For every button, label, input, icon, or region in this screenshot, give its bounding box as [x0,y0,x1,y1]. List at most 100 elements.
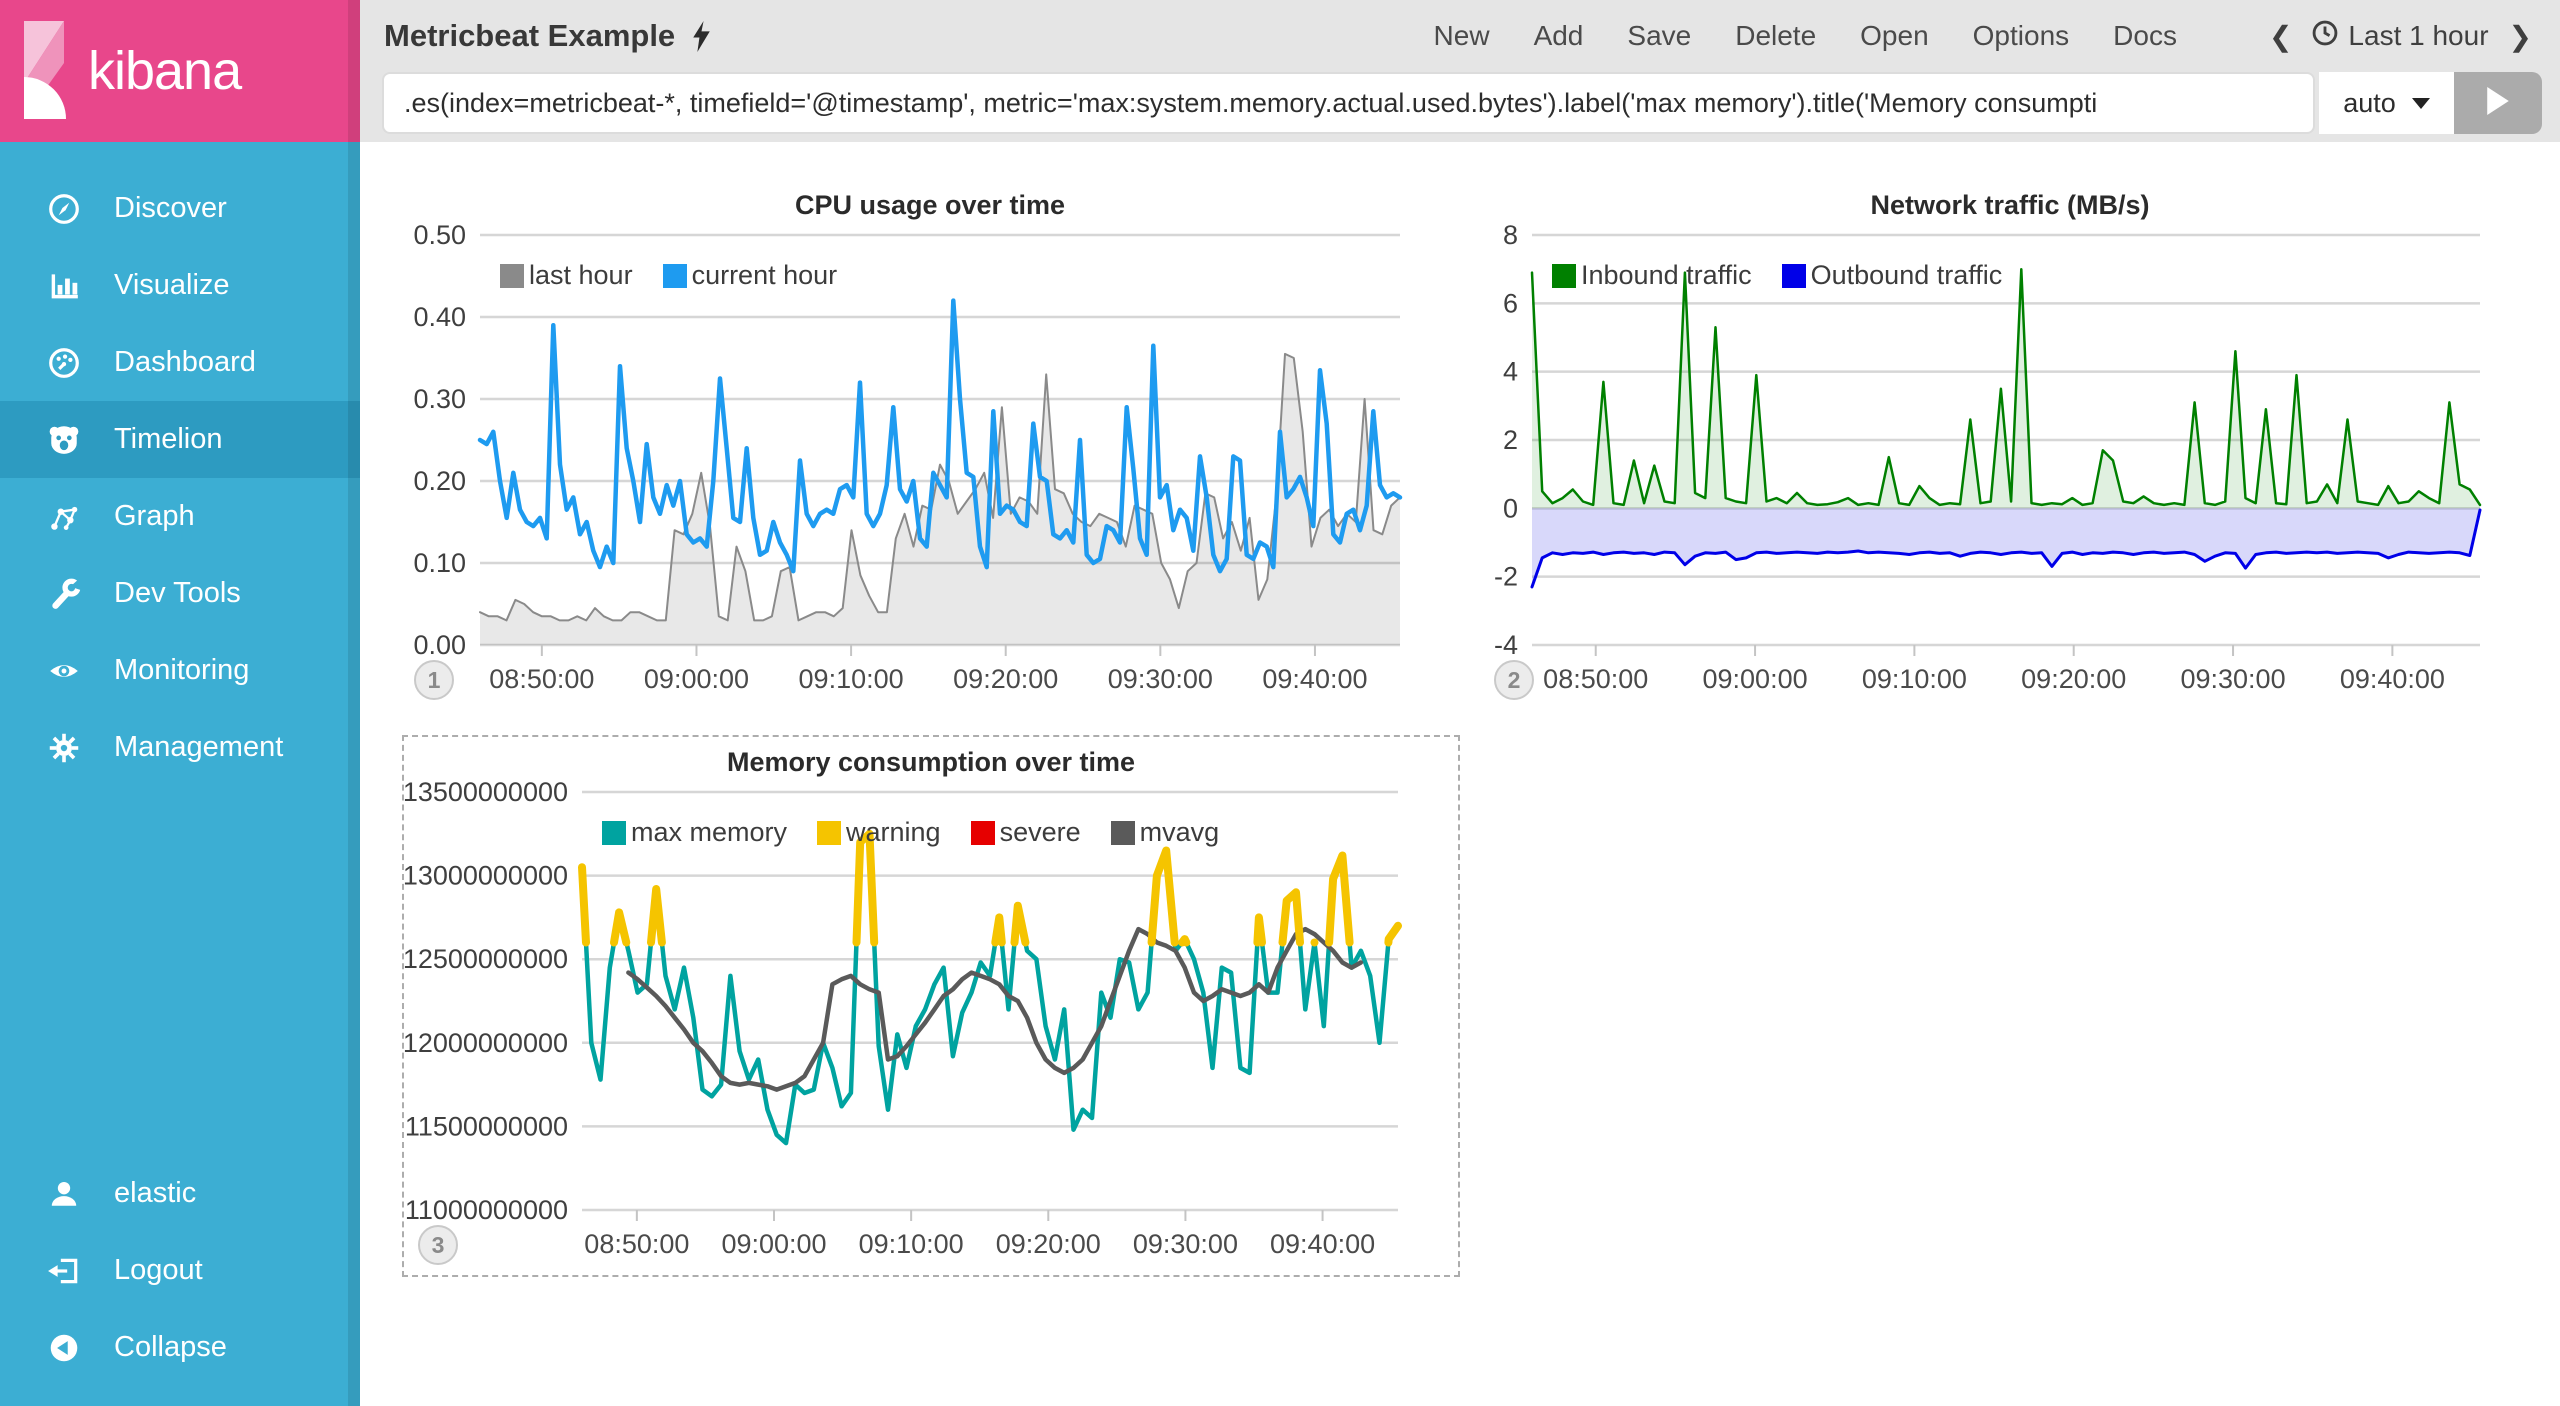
svg-text:09:40:00: 09:40:00 [2340,664,2445,694]
compass-icon [46,191,82,227]
legend-item[interactable]: max memory [602,817,787,848]
query-row: .es(index=metricbeat-*, timefield='@time… [382,72,2542,134]
svg-text:0: 0 [1503,493,1518,523]
chart-plot-area: 0.00 0.10 0.20 0.30 0.40 0.50 08:50:00 09:00:00… [413,220,1403,694]
menu-options[interactable]: Options [1972,20,2070,51]
sidebar-item-monitoring[interactable]: Monitoring [0,632,360,709]
svg-text:09:10:00: 09:10:00 [799,664,904,694]
collapse-icon [46,1330,82,1366]
sidebar-item-dev-tools[interactable]: Dev Tools [0,555,360,632]
menu-delete[interactable]: Delete [1735,20,1817,51]
chart-number-badge: 1 [414,660,454,700]
sidebar-item-label: Logout [114,1254,203,1286]
menu-add[interactable]: Add [1533,20,1584,51]
time-range-label: Last 1 hour [2348,20,2489,51]
sidebar-item-dashboard[interactable]: Dashboard [0,324,360,401]
svg-text:11000000000: 11000000000 [405,1195,568,1225]
chart-legend: max memory warning severe mvavg [602,817,1219,848]
svg-text:08:50:00: 08:50:00 [489,664,594,694]
svg-text:09:00:00: 09:00:00 [721,1229,826,1259]
svg-text:09:10:00: 09:10:00 [1862,664,1967,694]
menu-open[interactable]: Open [1860,20,1929,51]
svg-text:0.30: 0.30 [413,384,466,414]
gear-icon [46,730,82,766]
legend-item[interactable]: last hour [500,260,633,291]
svg-text:0.10: 0.10 [413,548,466,578]
run-query-button[interactable] [2454,72,2542,134]
legend-swatch [500,263,524,288]
chevron-right-icon[interactable]: ❯ [2508,20,2532,52]
sidebar-item-logout[interactable]: Logout [0,1232,360,1309]
legend-item[interactable]: Inbound traffic [1552,260,1752,291]
svg-text:09:30:00: 09:30:00 [1108,664,1213,694]
sidebar-item-discover[interactable]: Discover [0,170,360,247]
svg-text:8: 8 [1503,220,1518,250]
svg-text:12000000000: 12000000000 [404,1028,568,1058]
clock-icon [2312,20,2338,53]
sidebar-nav: Discover Visualize Dashboard Timelion Gr… [0,142,360,786]
svg-text:0.50: 0.50 [413,220,466,250]
sidebar-item-visualize[interactable]: Visualize [0,247,360,324]
legend-item[interactable]: severe [970,817,1081,848]
svg-text:09:00:00: 09:00:00 [644,664,749,694]
legend-item[interactable]: current hour [662,260,837,291]
svg-text:09:40:00: 09:40:00 [1270,1229,1375,1259]
svg-text:09:20:00: 09:20:00 [953,664,1058,694]
legend-swatch [817,820,842,845]
caret-down-icon [2411,97,2430,109]
time-range-button[interactable]: Last 1 hour [2312,20,2489,53]
svg-text:12500000000: 12500000000 [404,944,568,974]
chart-memory-consumption[interactable]: 11000000000 11500000000 12000000000 1250000… [402,735,1460,1277]
chart-cpu-usage[interactable]: 0.00 0.10 0.20 0.30 0.40 0.50 08:50:00 09:00:00… [400,180,1460,710]
sidebar-item-graph[interactable]: Graph [0,478,360,555]
chart-number-badge: 3 [418,1225,458,1265]
svg-text:-4: -4 [1494,630,1518,660]
menu-save[interactable]: Save [1627,20,1692,51]
legend-item[interactable]: Outbound traffic [1781,260,2003,291]
sidebar-item-label: Graph [114,500,195,532]
title-row: Metricbeat Example New Add Save Delete O… [360,0,2560,60]
legend-label: mvavg [1139,817,1220,847]
timelion-query-input[interactable]: .es(index=metricbeat-*, timefield='@time… [382,72,2315,134]
sidebar-item-management[interactable]: Management [0,709,360,786]
topbar: Metricbeat Example New Add Save Delete O… [360,0,2560,142]
menu-new[interactable]: New [1433,20,1490,51]
kibana-logo[interactable]: kibana [0,0,360,142]
legend-item[interactable]: warning [817,817,941,848]
svg-text:08:50:00: 08:50:00 [584,1229,689,1259]
kibana-logo-text: kibana [88,41,242,101]
kibana-logo-icon [24,19,70,124]
chart-legend: last hour current hour [500,260,837,291]
svg-text:09:20:00: 09:20:00 [2021,664,2126,694]
graph-icon [46,499,82,535]
bar-chart-icon [46,268,82,304]
sidebar-item-label: Collapse [114,1331,227,1363]
sidebar-item-label: Timelion [114,423,223,455]
chevron-left-icon[interactable]: ❮ [2268,20,2293,52]
query-text: .es(index=metricbeat-*, timefield='@time… [404,87,2098,118]
svg-text:11500000000: 11500000000 [405,1111,568,1141]
sidebar-item-label: Monitoring [114,654,250,686]
chart-network-traffic[interactable]: -4 -2 0 2 4 6 8 08:50:00 09:00:00 09:10:00 09:20:0… [1480,180,2540,710]
legend-item[interactable]: mvavg [1110,817,1220,848]
chart-plot-area: 11000000000 11500000000 12000000000 1250000… [404,777,1402,1259]
svg-text:09:30:00: 09:30:00 [2180,664,2285,694]
user-icon [46,1176,82,1212]
page-title: Metricbeat Example [384,18,676,53]
legend-label: Outbound traffic [1810,260,2003,290]
timelion-icon [46,422,82,458]
interval-dropdown[interactable]: auto [2319,72,2454,134]
sidebar-item-label: elastic [114,1177,197,1209]
chart-legend: Inbound traffic Outbound traffic [1552,260,2002,291]
svg-text:09:30:00: 09:30:00 [1133,1229,1238,1259]
sidebar-item-collapse[interactable]: Collapse [0,1309,360,1386]
sidebar-footer: elastic Logout Collapse [0,1155,360,1406]
chart-number-badge: 2 [1494,660,1534,700]
eye-icon [46,653,82,689]
sidebar-item-user[interactable]: elastic [0,1155,360,1232]
legend-swatch [1110,820,1135,845]
svg-text:08:50:00: 08:50:00 [1543,664,1648,694]
sidebar-item-timelion[interactable]: Timelion [0,401,360,478]
svg-text:09:40:00: 09:40:00 [1262,664,1367,694]
menu-docs[interactable]: Docs [2113,20,2177,51]
